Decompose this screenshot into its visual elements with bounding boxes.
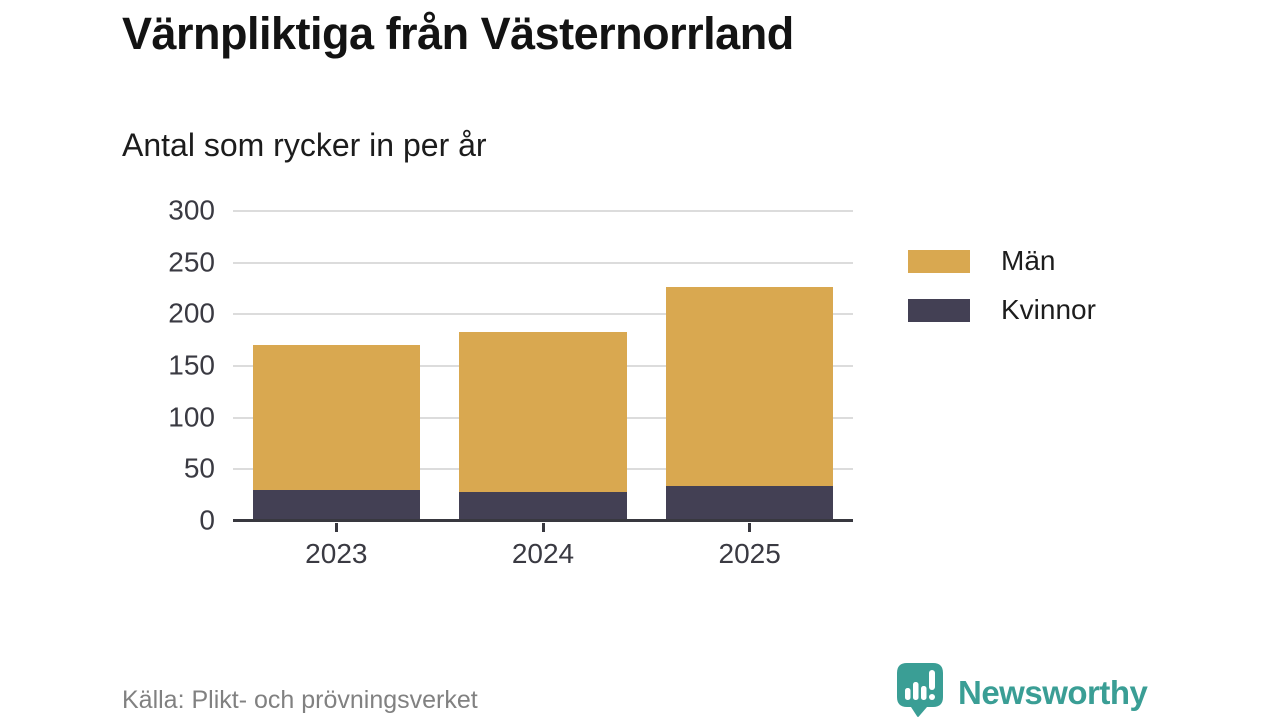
- y-axis-tick-label-150: 150: [168, 349, 215, 381]
- x-axis-line: [233, 519, 853, 522]
- x-axis-tick-label-2025: 2025: [718, 538, 781, 569]
- x-axis-tick-2024: [541, 523, 545, 532]
- chart-title: Värnpliktiga från Västernorrland: [122, 8, 794, 59]
- legend-label-women: Kvinnor: [1001, 294, 1096, 325]
- y-axis-tick-label-300: 300: [168, 194, 215, 226]
- bar-slot-2025: [646, 211, 853, 521]
- y-axis-tick-label-200: 200: [168, 297, 215, 329]
- bar-segment-män-2023: [252, 345, 421, 490]
- legend-label-men: Män: [1001, 245, 1056, 276]
- bar-segment-kvinnor-2023: [252, 490, 421, 521]
- legend-swatch-women: [908, 298, 970, 322]
- x-axis-tick-label-2023: 2023: [305, 538, 368, 569]
- gridline-300: [233, 210, 853, 212]
- bar-segment-kvinnor-2025: [665, 485, 834, 521]
- newsworthy-logo: Newsworthy: [896, 662, 1148, 720]
- y-axis-tick-label-50: 50: [183, 452, 215, 484]
- stacked-bar-2023: [252, 211, 421, 521]
- legend-item-women: Kvinnor: [908, 294, 1096, 326]
- y-axis-tick-label-250: 250: [168, 246, 215, 278]
- newsworthy-wordmark: Newsworthy: [958, 673, 1148, 711]
- gridline-200: [233, 313, 853, 316]
- x-axis-tick-2025: [748, 523, 752, 532]
- plot-area: 0 50 100 150 200 250 300 2023 2024 2025: [168, 194, 853, 569]
- bar-segment-män-2024: [459, 331, 627, 493]
- chart-subtitle: Antal som rycker in per år: [122, 127, 487, 163]
- legend-swatch-men: [908, 249, 970, 273]
- legend: Män Kvinnor: [908, 245, 1096, 326]
- bar-segment-män-2025: [665, 287, 834, 486]
- newsworthy-bubble-chart-icon: [896, 662, 948, 720]
- legend-item-men: Män: [908, 245, 1096, 277]
- bar-slot-2024: [440, 211, 647, 521]
- bar-slot-2023: [233, 211, 440, 521]
- bar-segment-kvinnor-2024: [459, 492, 627, 521]
- x-axis-tick-label-2024: 2024: [511, 538, 575, 569]
- stacked-bar-2025: [665, 211, 834, 521]
- y-axis-tick-label-100: 100: [168, 401, 215, 433]
- gridline-250: [233, 261, 853, 264]
- y-axis-tick-label-0: 0: [199, 504, 215, 536]
- x-axis-tick-2023: [334, 523, 338, 532]
- stacked-bar-2024: [459, 211, 627, 521]
- source-note: Källa: Plikt- och prövningsverket: [122, 686, 478, 714]
